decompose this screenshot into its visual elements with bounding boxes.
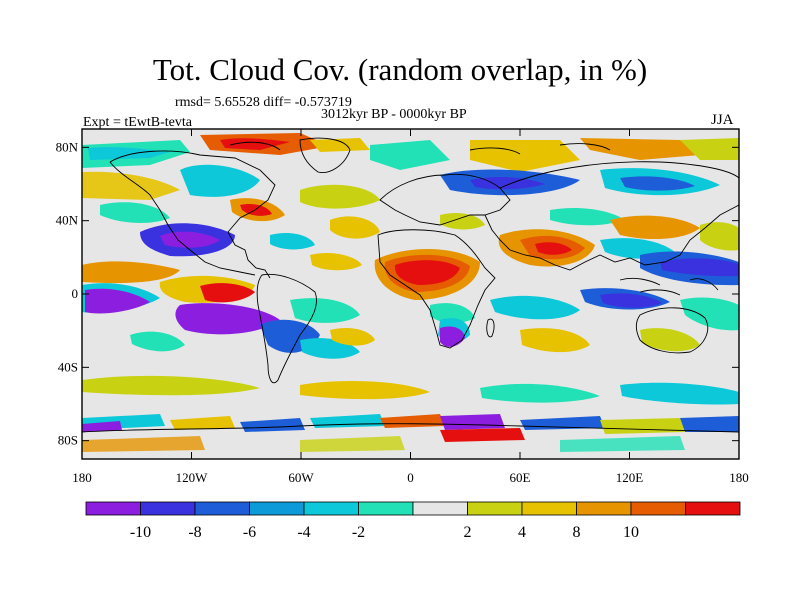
colorbar-bin — [685, 501, 741, 516]
lat-tick-label: 0 — [72, 286, 79, 301]
colorbar-bin — [194, 501, 250, 516]
map-title: Tot. Cloud Cov. (random overlap, in %) — [152, 52, 648, 87]
colorbar-bin — [358, 501, 414, 516]
colorbar-label: -6 — [243, 524, 256, 541]
colorbar-label: 8 — [573, 524, 581, 541]
axis-ticks: 80N 40N 0 40S 80S 180 120W 60W 0 60E 120E 180 — [56, 129, 749, 485]
colorbar-label: -4 — [297, 524, 310, 541]
colorbar-label: -8 — [188, 524, 201, 541]
lon-tick-label: 60E — [510, 470, 531, 485]
colorbar-bin — [412, 501, 468, 516]
lon-tick-label: 180 — [729, 470, 749, 485]
lat-tick-label: 80S — [58, 433, 78, 448]
lat-tick-label: 40S — [58, 359, 78, 374]
lat-tick-label: 80N — [56, 139, 79, 154]
lon-tick-label: 120W — [176, 470, 209, 485]
stats-line: rmsd= 5.65528 diff= -0.573719 — [175, 95, 352, 110]
colorbar-label: 4 — [518, 524, 526, 541]
colorbar-bin — [140, 501, 196, 516]
period-line: 3012kyr BP - 0000kyr BP — [321, 107, 467, 122]
colorbar: -10 -8 -6 -4 -2 2 4 8 10 — [85, 501, 741, 541]
experiment-label: Expt = tEwtB-tevta — [83, 115, 192, 130]
colorbar-bin — [303, 501, 359, 516]
colorbar-bin — [85, 501, 141, 516]
lon-tick-label: 180 — [72, 470, 92, 485]
colorbar-label: 2 — [464, 524, 472, 541]
colorbar-bin — [630, 501, 686, 516]
colorbar-label: -10 — [130, 524, 151, 541]
lat-tick-label: 40N — [56, 213, 79, 228]
lon-tick-label: 120E — [616, 470, 644, 485]
coastlines — [82, 137, 739, 433]
colorbar-label: 10 — [623, 524, 639, 541]
lon-tick-label: 0 — [407, 470, 414, 485]
lon-tick-label: 60W — [288, 470, 314, 485]
colorbar-label: -2 — [352, 524, 365, 541]
colorbar-bin — [521, 501, 577, 516]
season-label: JJA — [711, 112, 734, 128]
colorbar-bin — [249, 501, 305, 516]
colorbar-bin — [576, 501, 632, 516]
anomaly-field — [82, 133, 739, 452]
colorbar-bin — [467, 501, 523, 516]
